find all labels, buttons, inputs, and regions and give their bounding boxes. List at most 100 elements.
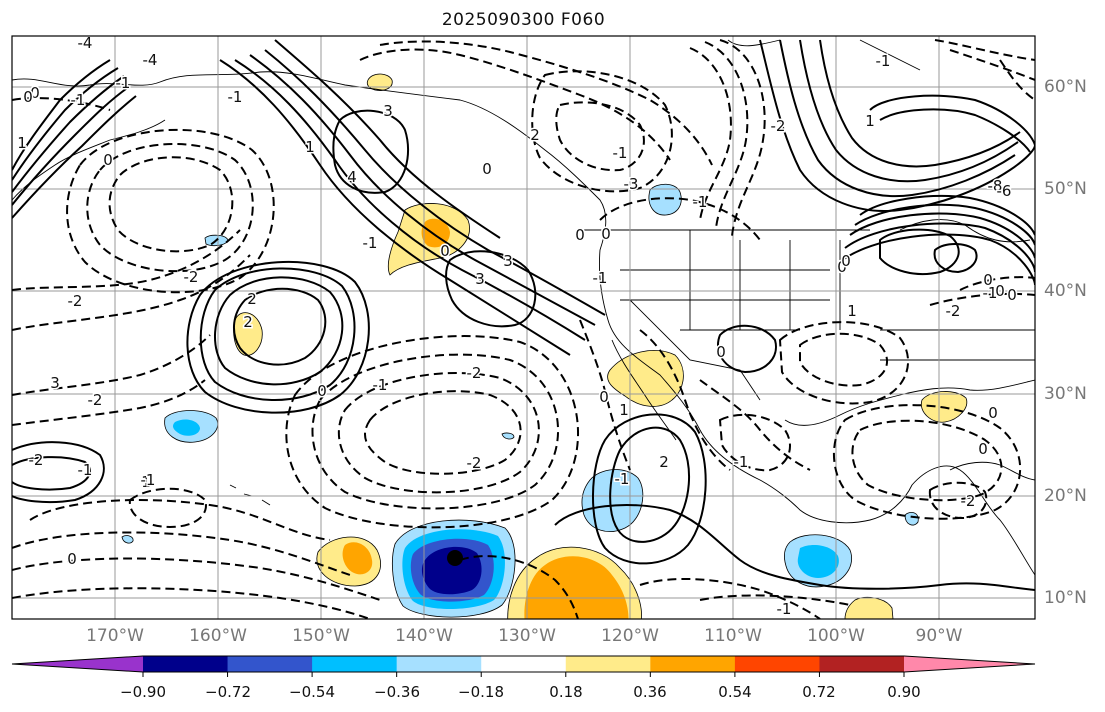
contour-label: -8 — [988, 177, 1003, 195]
contour-label: 3 — [503, 252, 513, 270]
contour-label: 0 — [837, 258, 847, 276]
colorbar-tick-label: 0.36 — [633, 683, 667, 701]
contour-label: 0 — [67, 550, 77, 568]
negative-contours — [12, 39, 1035, 619]
latitude-label: 60°N — [1044, 77, 1087, 97]
contour-label: -4 — [143, 51, 158, 69]
contour-label: 0 — [575, 226, 585, 244]
contour-label: -1 — [983, 284, 998, 302]
longitude-label: 140°W — [395, 626, 453, 646]
contour-label: -1 — [71, 91, 86, 109]
colorbar-extend-high — [904, 656, 1035, 672]
contour-label: -1 — [876, 52, 891, 70]
contour-label: 2 — [247, 290, 257, 308]
contour-label: -2 — [184, 268, 199, 286]
colorbar-tick-label: −0.90 — [120, 683, 166, 701]
colorbar-bin — [227, 656, 313, 672]
positive-contours — [12, 39, 1035, 591]
map-frame — [11, 35, 1036, 620]
colorbar-bin — [565, 656, 651, 672]
contour-label: -1 — [78, 461, 93, 479]
contour-label: -1 — [373, 376, 388, 394]
contour-label: -2 — [29, 451, 44, 469]
contour-label: -1 — [141, 471, 156, 489]
contour-label: 0 — [103, 151, 113, 169]
contour-label: 0 — [995, 282, 1005, 300]
contour-label: 1 — [141, 473, 151, 491]
contour-label: -1 — [613, 144, 628, 162]
contour-label: 1 — [865, 112, 875, 130]
contour-label: -1 — [777, 600, 792, 618]
contour-label: -2 — [183, 268, 198, 286]
contour-label: 3 — [475, 270, 485, 288]
colorbar-tick-label: 0.18 — [549, 683, 583, 701]
colorbar-tick-label: −0.36 — [374, 683, 420, 701]
longitude-label: 90°W — [915, 626, 963, 646]
contour-label: 3 — [383, 102, 393, 120]
contour-label: -2 — [467, 454, 482, 472]
latitude-label: 50°N — [1044, 179, 1087, 199]
contour-label: 2 — [530, 126, 540, 144]
colorbar-tick-label: −0.72 — [205, 683, 251, 701]
contour-label: 0 — [601, 225, 611, 243]
colorbar-tick-label: 0.54 — [718, 683, 752, 701]
longitude-label: 130°W — [498, 626, 556, 646]
colorbar-bin — [481, 656, 567, 672]
contour-label: 0 — [23, 88, 33, 106]
contour-label: 0 — [317, 382, 327, 400]
longitude-label: 160°W — [189, 626, 247, 646]
contour-label: 1 — [17, 134, 27, 152]
contour-label: 0 — [978, 440, 988, 458]
longitude-label: 120°W — [601, 626, 659, 646]
contour-label: 3 — [50, 374, 60, 392]
contour-label: 0 — [30, 84, 40, 102]
colorbar-bin — [734, 656, 820, 672]
latitude-label: 10°N — [1044, 588, 1087, 608]
contour-label: 0 — [1007, 286, 1017, 304]
contour-label: 0 — [716, 343, 726, 361]
longitude-label: 100°W — [807, 626, 865, 646]
contour-label: -6 — [997, 182, 1012, 200]
contour-label: 2 — [243, 313, 253, 331]
contour-label: -2 — [68, 292, 83, 310]
contour-label: -1 — [116, 74, 131, 92]
colorbar-bin — [819, 656, 905, 672]
contour-label: 1 — [847, 302, 857, 320]
contour-label: -1 — [363, 234, 378, 252]
contour-labels: -4-1010-1-4430-12-1-1310-230-23-2-2-1122… — [16, 34, 1019, 619]
contour-label: 0 — [440, 242, 450, 260]
contour-label: 0 — [482, 160, 492, 178]
contour-label: -1 — [693, 193, 708, 211]
map-area: -4-1010-1-4430-12-1-1310-230-23-2-2-1122… — [12, 34, 1035, 619]
contour-label: 2 — [659, 453, 669, 471]
page-title: 2025090300 F060 — [441, 10, 606, 30]
longitude-label: 150°W — [292, 626, 350, 646]
colorbar — [11, 655, 1036, 677]
contour-label: -2 — [946, 302, 961, 320]
colorbar-bin — [312, 656, 398, 672]
contour-label: -2 — [961, 492, 976, 510]
contour-label: -1 — [615, 470, 630, 488]
latitude-label: 30°N — [1044, 384, 1087, 404]
colorbar-tick-label: 0.90 — [887, 683, 921, 701]
contour-label: 0 — [983, 271, 993, 289]
contour-label: -4 — [78, 34, 93, 52]
contour-label: 0 — [841, 252, 851, 270]
colorbar-tick-label: −0.18 — [458, 683, 504, 701]
contour-label: 4 — [347, 168, 357, 186]
longitude-label: 170°W — [86, 626, 144, 646]
colorbar-tick-label: 0.72 — [802, 683, 836, 701]
latitude-label: 20°N — [1044, 486, 1087, 506]
contour-label: -3 — [624, 175, 639, 193]
contour-label: -1 — [593, 269, 608, 287]
colorbar-bin — [396, 656, 482, 672]
colorbar-tick-label: −0.54 — [289, 683, 335, 701]
colorbar-bin — [650, 656, 736, 672]
contour-label: -2 — [467, 364, 482, 382]
contour-label: 0 — [988, 404, 998, 422]
contour-label: 1 — [305, 138, 315, 156]
contour-label: -1 — [734, 453, 749, 471]
contour-label: 1 — [619, 401, 629, 419]
contour-label: -2 — [771, 117, 786, 135]
